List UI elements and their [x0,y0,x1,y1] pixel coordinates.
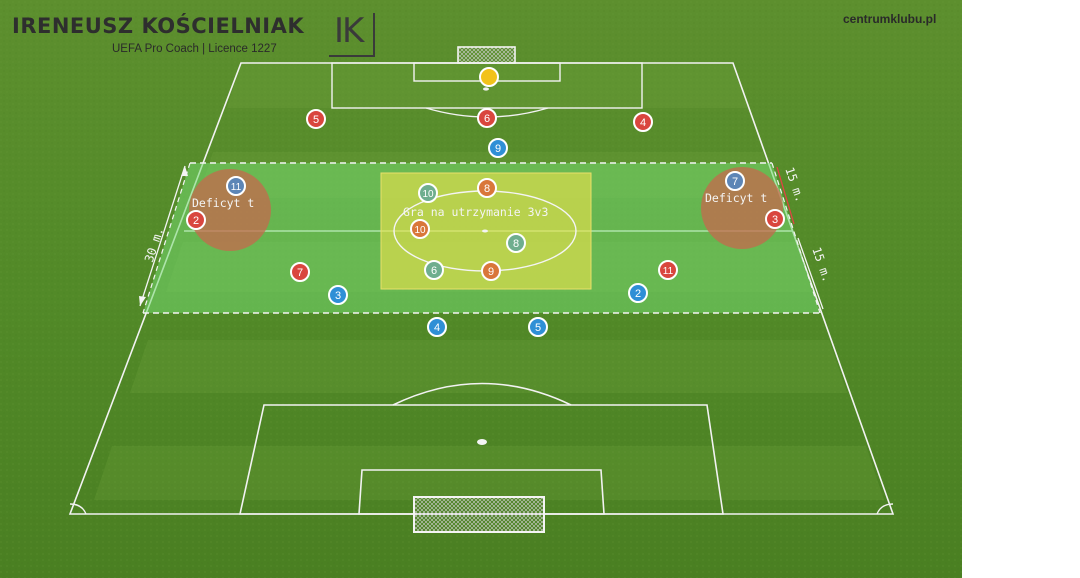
player-number: 3 [772,214,778,226]
player-number: 5 [535,322,541,334]
player-number: 8 [513,238,519,250]
player-number: 10 [414,225,426,236]
player-token-blue-5-bottom: 5 [528,317,548,337]
center-spot [482,229,488,233]
player-token-red-5-top: 5 [306,109,326,129]
player-circle [418,183,438,203]
top-goal [457,46,516,64]
player-number: 11 [663,266,674,277]
website-link[interactable]: centrumklubu.pl [843,12,937,26]
player-circle [410,219,430,239]
right-deficit-zone [701,167,783,249]
player-number: 9 [488,266,494,278]
player-circle [424,260,444,280]
player-number: 6 [431,265,437,277]
player-circle [506,233,526,253]
player-token-red-11-mid: 11 [658,260,678,280]
player-token-teal-8: 8 [506,233,526,253]
bottom-penalty-arc [392,382,572,406]
player-circle [427,317,447,337]
bottom-penalty-spot [477,439,487,445]
player-token-teal-10: 10 [418,183,438,203]
player-token-blue-2-mid: 2 [628,283,648,303]
player-token-orange-8: 8 [477,178,497,198]
player-number: 5 [313,114,319,126]
player-token-red-2-left: 2 [186,210,206,230]
player-token-orange-9: 9 [481,261,501,281]
player-token-blue-11-left: 11 [226,176,246,196]
dimension-arrow-left [139,165,186,307]
dimension-arrowhead-left-top [181,166,188,176]
player-circle [328,285,348,305]
player-circle [481,261,501,281]
player-circle [226,176,246,196]
football-pitch: Deficyt t Deficyt t Gra na utrzymanie 3v… [0,0,962,578]
player-number: 6 [484,113,490,125]
left-deficit-zone [189,169,271,251]
player-token-red-3-right: 3 [765,209,785,229]
player-circle [290,262,310,282]
corner-arc-right [876,503,894,515]
right-zone-label: Deficyt t [705,191,767,205]
dimension-arrowhead-left-bottom [139,296,146,306]
left-zone-label: Deficyt t [192,196,254,210]
player-circle [477,108,497,128]
player-circle [633,112,653,132]
player-circle [306,109,326,129]
player-circle [488,138,508,158]
player-token-red-4-top: 4 [633,112,653,132]
player-number: 9 [495,143,501,155]
player-token-red-7-mid: 7 [290,262,310,282]
player-number: 4 [434,322,440,334]
player-circle [477,178,497,198]
player-number: 2 [635,288,641,300]
drill-board: Deficyt t Deficyt t Gra na utrzymanie 3v… [0,0,962,578]
player-number: 3 [335,290,341,302]
player-token-orange-10: 10 [410,219,430,239]
top-penalty-spot [483,87,489,91]
bottom-penalty-area [239,404,724,515]
player-number: 10 [422,189,434,200]
player-token-blue-7-right: 7 [725,171,745,191]
player-token-red-6-top: 6 [477,108,497,128]
coach-subtitle: UEFA Pro Coach | Licence 1227 [112,43,277,55]
corner-arc-left [69,503,87,515]
player-number: 7 [297,267,303,279]
player-number: 8 [484,183,490,195]
player-number: 2 [193,215,199,227]
player-token-teal-6: 6 [424,260,444,280]
player-number: 11 [231,182,242,193]
goalkeeper-token [479,67,499,87]
bottom-goal [413,496,545,533]
goalkeeper-circle [479,67,499,87]
player-tokens: 5 6 4 9 2 11 7 3 10 8 10 8 6 9 7 11 3 2 4 5 [186,67,785,337]
coach-name: IRENEUSZ KOŚCIELNIAK [12,14,305,38]
dimension-marker-right-bottom [797,237,824,310]
logo-letters: IK [334,11,364,51]
player-circle [765,209,785,229]
player-token-blue-9-top: 9 [488,138,508,158]
player-token-blue-4-bottom: 4 [427,317,447,337]
player-number: 7 [732,176,738,188]
dimension-marker-right-top [776,166,795,225]
player-circle [528,317,548,337]
center-zone-label: Gra na utrzymanie 3v3 [403,205,548,219]
logo-frame [329,13,375,57]
player-circle [186,210,206,230]
bottom-goal-area [358,469,605,515]
player-circle [628,283,648,303]
player-number: 4 [640,117,646,129]
player-circle [658,260,678,280]
player-circle [725,171,745,191]
player-token-blue-3-mid: 3 [328,285,348,305]
drill-zone-left-line [142,162,191,314]
